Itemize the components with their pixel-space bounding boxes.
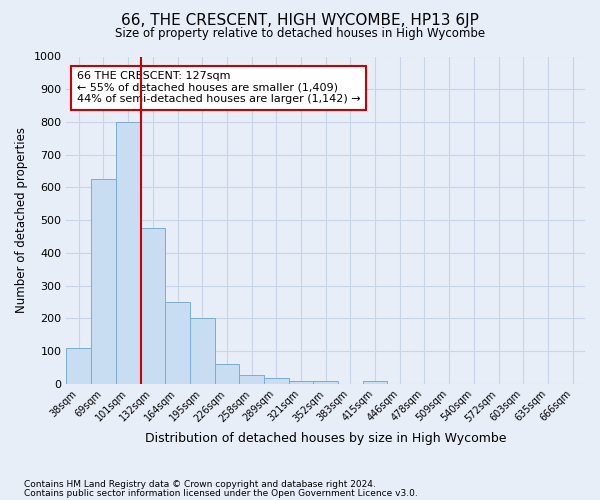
Bar (239, 374, 264, 384)
Bar (264, 378, 289, 384)
Bar (140, 228, 165, 384)
Text: 66 THE CRESCENT: 127sqm
← 55% of detached houses are smaller (1,409)
44% of semi: 66 THE CRESCENT: 127sqm ← 55% of detache… (77, 71, 361, 104)
Bar (363, 380, 388, 384)
Text: 66, THE CRESCENT, HIGH WYCOMBE, HP13 6JP: 66, THE CRESCENT, HIGH WYCOMBE, HP13 6JP (121, 12, 479, 28)
Bar (289, 380, 313, 384)
Bar (313, 380, 338, 384)
Bar (67, 348, 91, 384)
Bar (215, 364, 239, 384)
Bar (165, 302, 190, 384)
Bar (91, 179, 116, 384)
Y-axis label: Number of detached properties: Number of detached properties (15, 127, 28, 313)
Text: Contains HM Land Registry data © Crown copyright and database right 2024.: Contains HM Land Registry data © Crown c… (24, 480, 376, 489)
Bar (190, 318, 215, 384)
Bar (116, 122, 140, 384)
Text: Contains public sector information licensed under the Open Government Licence v3: Contains public sector information licen… (24, 489, 418, 498)
X-axis label: Distribution of detached houses by size in High Wycombe: Distribution of detached houses by size … (145, 432, 506, 445)
Text: Size of property relative to detached houses in High Wycombe: Size of property relative to detached ho… (115, 28, 485, 40)
